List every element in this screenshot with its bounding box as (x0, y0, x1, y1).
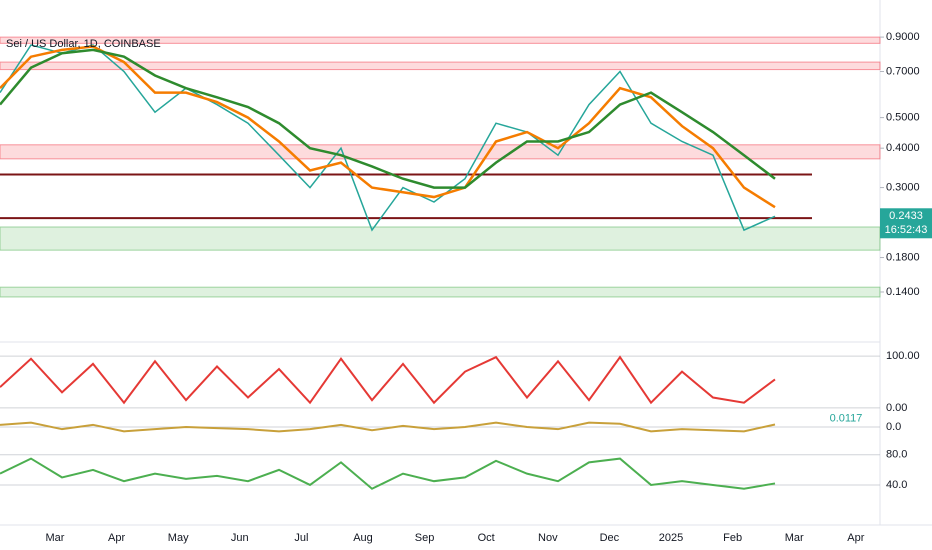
zone (0, 144, 881, 160)
x-tick-label: Mar (46, 532, 65, 544)
x-tick-label: Aug (353, 532, 373, 544)
indicator-tick-label: 40.0 (886, 479, 907, 491)
x-tick-label: Apr (847, 532, 864, 544)
x-tick-label: Nov (538, 532, 558, 544)
price-tag (880, 208, 932, 239)
x-tick-label: Sep (415, 532, 435, 544)
y-tick-label: 0.7000 (886, 65, 920, 77)
price-line (0, 48, 776, 189)
indicator-tick-label: 0.0 (886, 421, 901, 433)
x-tick-label: Feb (723, 532, 742, 544)
x-tick-label: Mar (785, 532, 804, 544)
y-tick-label: 0.1800 (886, 251, 920, 263)
y-tick-label: 0.9000 (886, 31, 920, 43)
chart-title: Sei / US Dollar, 1D, COINBASE (6, 38, 161, 50)
y-tick-label: 0.1400 (886, 286, 920, 298)
x-tick-label: Jul (294, 532, 308, 544)
price-tag-value: 0.2433 (889, 210, 923, 222)
indicator-line (0, 457, 776, 490)
zone (0, 286, 881, 298)
x-tick-label: Oct (478, 532, 495, 544)
x-tick-label: 2025 (659, 532, 683, 544)
zone (0, 226, 881, 251)
indicator-tick-label: 80.0 (886, 449, 907, 461)
indicator-value-label: 0.0117 (830, 412, 863, 424)
indicator-tick-label: 100.00 (886, 350, 920, 362)
y-tick-label: 0.4000 (886, 142, 920, 154)
x-tick-label: Apr (108, 532, 125, 544)
zone (0, 36, 881, 44)
countdown: 16:52:43 (885, 224, 928, 236)
x-tick-label: Dec (600, 532, 620, 544)
indicator-tick-label: 0.00 (886, 402, 907, 414)
indicator-line (0, 355, 776, 405)
zone (0, 61, 881, 71)
indicator-line (0, 421, 776, 433)
price-line (0, 44, 776, 232)
x-tick-label: May (168, 532, 189, 544)
y-tick-label: 0.3000 (886, 181, 920, 193)
y-tick-label: 0.5000 (886, 112, 920, 124)
x-tick-label: Jun (231, 532, 249, 544)
